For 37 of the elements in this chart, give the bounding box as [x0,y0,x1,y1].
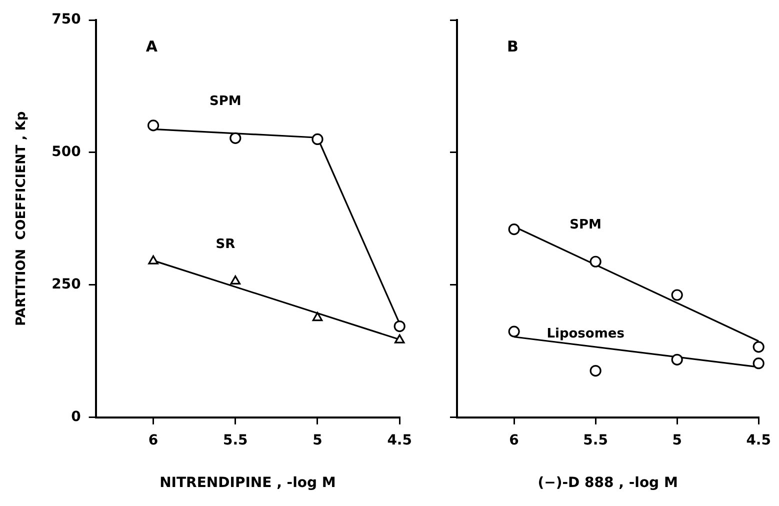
x-tick-label: 5 [312,432,322,448]
point [508,326,520,338]
x-axis-title: NITRENDIPINE , -log M [160,475,336,492]
y-tick-label: 750 [52,12,82,28]
point [230,275,241,285]
series-label: SR [216,237,236,252]
point [590,256,602,268]
point [671,289,683,301]
point [508,224,520,236]
text: Liposomes [546,326,625,342]
point [147,120,160,132]
point [394,320,406,332]
series-label: SPM [209,94,242,110]
x-tick-label: 4.5 [387,432,412,448]
y-axis-title: PARTITION COEFFICIENT , Kp [14,111,30,326]
x-tick-label: 4.5 [746,432,772,448]
point [394,334,405,344]
text: B [507,37,518,56]
point [671,354,683,366]
x-tick-label: 5.5 [222,432,248,448]
y-tick-label: 500 [52,144,82,160]
x-axis-title: (−)-D 888 , -log M [538,475,678,492]
point [148,255,158,264]
x-tick-label: 6 [148,432,158,448]
y-tick-label: 0 [71,409,82,426]
x-tick-label: 5 [672,432,682,448]
point [312,312,323,322]
series-label: SPM [570,217,602,232]
point [230,132,242,144]
point [312,133,324,146]
point [752,341,764,353]
point [752,358,764,370]
x-tick-label: 6 [509,432,519,448]
text: A [146,37,158,56]
x-tick-label: 5.5 [583,432,608,448]
y-tick-label: 250 [52,276,82,293]
point [590,364,602,377]
